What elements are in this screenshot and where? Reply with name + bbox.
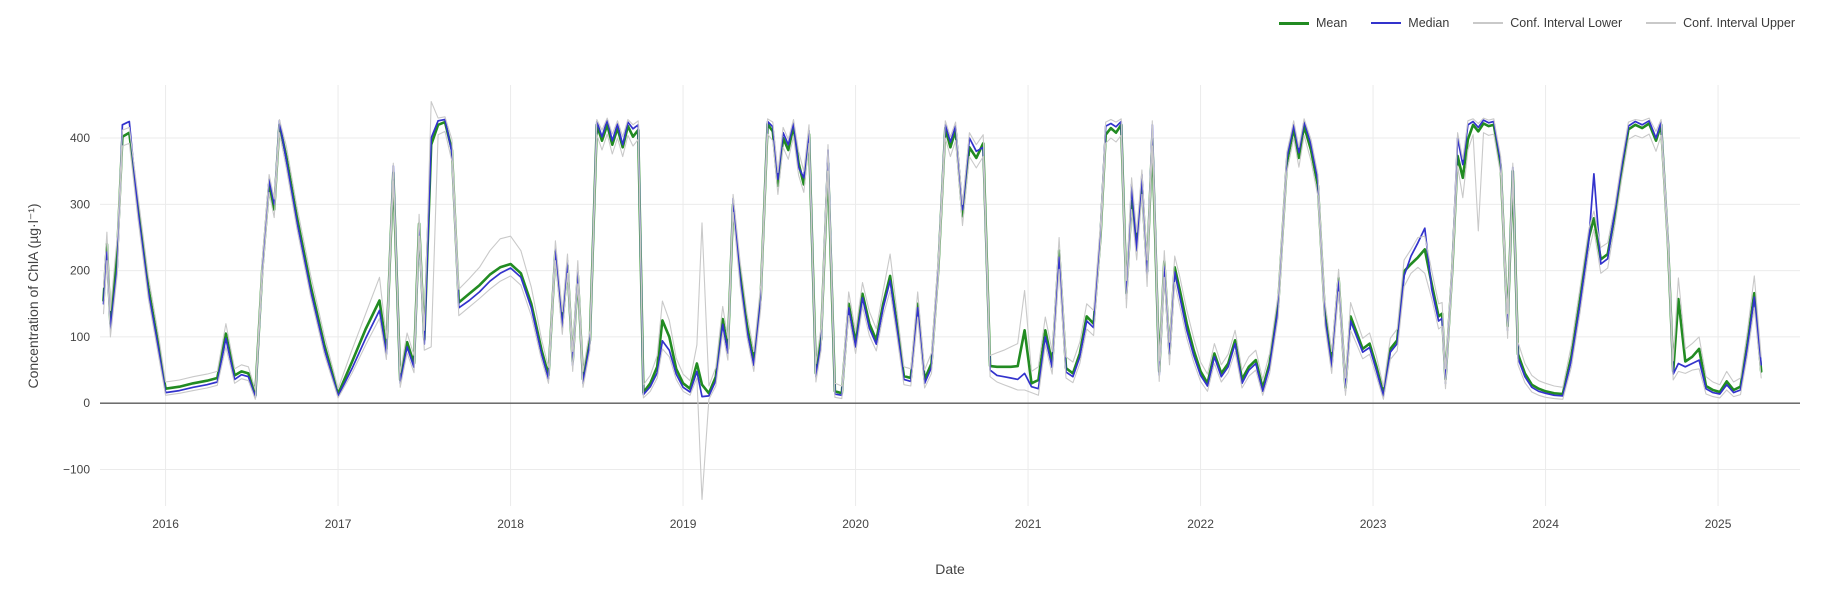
x-tick-label: 2021	[1015, 517, 1042, 531]
median-line	[102, 118, 1763, 399]
y-tick-label: 0	[83, 396, 90, 410]
x-tick-label: 2022	[1187, 517, 1214, 531]
x-tick-label: 2018	[497, 517, 524, 531]
legend: Mean Median Conf. Interval Lower Conf. I…	[1279, 16, 1795, 30]
ci-upper-line	[102, 101, 1762, 391]
mean-line-swatch-icon	[1279, 21, 1309, 25]
legend-item-median[interactable]: Median	[1371, 16, 1449, 30]
legend-item-ci-lower[interactable]: Conf. Interval Lower	[1473, 16, 1622, 30]
ci-lower-line-swatch-icon	[1473, 22, 1504, 24]
y-tick-label: 300	[70, 197, 90, 211]
legend-label-ci-lower: Conf. Interval Lower	[1510, 16, 1623, 30]
legend-label-median: Median	[1408, 16, 1450, 30]
x-tick-label: 2017	[325, 517, 352, 531]
legend-item-ci-upper[interactable]: Conf. Interval Upper	[1646, 16, 1795, 30]
legend-item-mean[interactable]: Mean	[1279, 16, 1347, 30]
y-tick-label: −100	[63, 463, 90, 477]
y-tick-label: 200	[70, 264, 90, 278]
y-axis-title: Concentration of ChlA (µg·l⁻¹)	[25, 203, 41, 388]
y-tick-label: 400	[70, 131, 90, 145]
ci-lower-line	[102, 130, 1762, 500]
median-line-swatch-icon	[1371, 22, 1402, 24]
x-tick-label: 2024	[1532, 517, 1559, 531]
y-tick-label: 100	[70, 330, 90, 344]
legend-label-mean: Mean	[1316, 16, 1348, 30]
legend-label-ci-upper: Conf. Interval Upper	[1683, 16, 1795, 30]
x-tick-label: 2019	[670, 517, 697, 531]
x-tick-label: 2016	[152, 517, 179, 531]
x-tick-label: 2025	[1705, 517, 1732, 531]
ci-upper-line-swatch-icon	[1646, 22, 1677, 24]
x-tick-label: 2020	[842, 517, 869, 531]
x-tick-label: 2023	[1360, 517, 1387, 531]
x-axis-title: Date	[935, 561, 965, 577]
